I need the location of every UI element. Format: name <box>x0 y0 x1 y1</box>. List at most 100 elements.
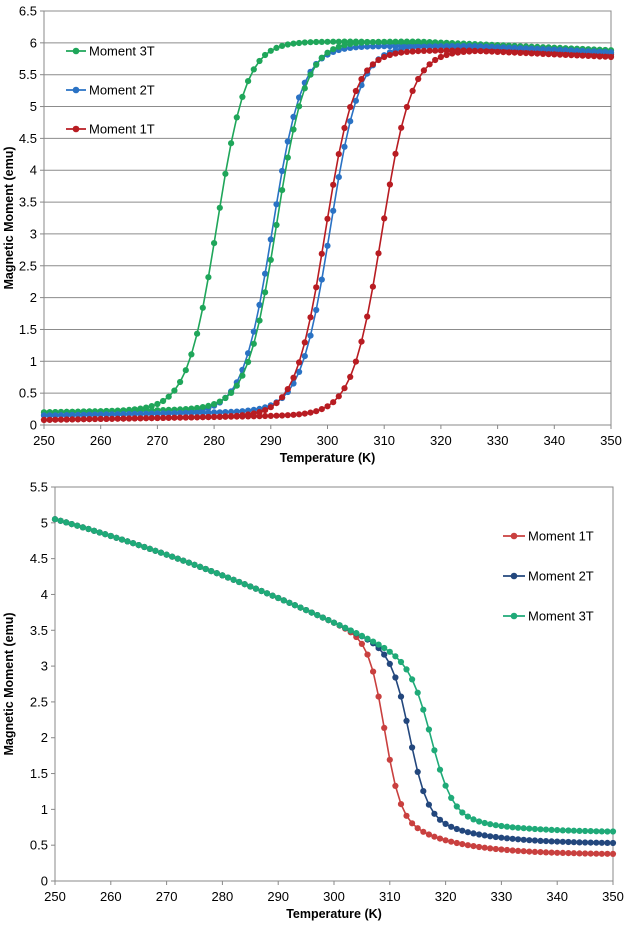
data-point <box>307 314 314 321</box>
data-point <box>582 839 589 846</box>
data-point <box>185 559 192 566</box>
data-point <box>108 415 116 422</box>
data-point <box>443 51 450 59</box>
data-point <box>403 717 410 724</box>
data-point <box>296 103 303 110</box>
data-point <box>554 827 561 834</box>
data-point <box>364 635 371 642</box>
legend-label: Moment 1T <box>528 529 594 544</box>
data-point <box>219 572 226 579</box>
data-point <box>256 409 263 416</box>
data-point <box>262 289 269 296</box>
data-point <box>534 50 541 57</box>
data-point <box>46 416 53 423</box>
data-point <box>199 304 206 311</box>
x-tick-label: 350 <box>600 433 622 448</box>
data-point <box>267 47 274 54</box>
data-point <box>352 40 359 47</box>
data-point <box>471 47 478 55</box>
y-tick-label: 3 <box>41 659 48 674</box>
data-point <box>307 409 314 416</box>
data-point <box>69 411 76 419</box>
data-point <box>565 838 572 846</box>
data-point <box>607 53 615 61</box>
data-point <box>562 51 569 59</box>
x-tick-label: 330 <box>491 889 513 904</box>
x-tick-label: 320 <box>435 889 457 904</box>
data-point <box>392 674 399 681</box>
data-point <box>313 61 320 68</box>
legend-swatch-marker <box>510 612 518 620</box>
data-point <box>565 850 572 857</box>
data-point <box>336 622 343 629</box>
data-point <box>347 104 354 111</box>
data-point <box>188 351 195 358</box>
data-point <box>526 848 533 855</box>
data-point <box>222 394 229 402</box>
data-point <box>284 41 291 48</box>
x-tick-label: 290 <box>267 889 289 904</box>
data-point <box>91 415 99 423</box>
data-point <box>565 827 572 834</box>
data-point <box>432 47 439 54</box>
data-point <box>528 50 535 57</box>
data-point <box>381 53 388 61</box>
data-point <box>216 413 223 420</box>
x-tick-label: 300 <box>317 433 339 448</box>
data-point <box>492 833 499 841</box>
data-point <box>205 402 212 409</box>
y-tick-label: 2 <box>30 290 37 305</box>
data-point <box>598 850 605 857</box>
data-point <box>177 414 184 421</box>
data-point <box>526 837 533 844</box>
data-point <box>284 386 291 393</box>
data-point <box>114 411 121 418</box>
data-point <box>587 850 594 857</box>
data-point <box>369 43 376 50</box>
data-point <box>604 839 611 846</box>
data-point <box>245 78 252 85</box>
data-point <box>211 413 218 420</box>
data-point <box>296 411 303 418</box>
data-point <box>453 825 460 833</box>
data-point <box>542 849 550 856</box>
data-point <box>307 71 314 78</box>
data-point <box>453 803 460 810</box>
data-point <box>236 578 243 586</box>
data-point <box>199 404 206 411</box>
y-tick-label: 4 <box>30 163 37 178</box>
data-point <box>609 850 617 857</box>
data-point <box>160 397 167 405</box>
x-tick-label: 320 <box>430 433 452 448</box>
data-point <box>284 138 291 145</box>
data-point <box>542 826 550 833</box>
data-point <box>273 412 280 419</box>
data-point <box>415 75 422 83</box>
data-point <box>267 256 274 263</box>
data-point <box>570 850 578 857</box>
data-point <box>252 585 259 592</box>
data-point <box>477 48 484 55</box>
data-point <box>108 411 116 418</box>
data-point <box>228 389 235 396</box>
data-point <box>96 529 103 536</box>
data-point <box>381 651 388 658</box>
data-point <box>483 43 490 50</box>
data-point <box>208 568 215 575</box>
data-point <box>437 47 444 54</box>
data-point <box>488 48 495 55</box>
data-point <box>301 353 308 360</box>
data-point <box>275 594 282 602</box>
data-point <box>137 410 144 417</box>
data-point <box>470 830 477 837</box>
data-point <box>324 215 331 222</box>
x-tick-label: 290 <box>260 433 282 448</box>
data-point <box>582 850 589 857</box>
data-point <box>279 187 286 194</box>
y-tick-label: 0.5 <box>30 838 48 853</box>
data-point <box>148 415 155 422</box>
x-tick-label: 340 <box>546 889 568 904</box>
data-point <box>291 602 298 609</box>
data-point <box>375 693 382 700</box>
data-point <box>358 39 365 46</box>
